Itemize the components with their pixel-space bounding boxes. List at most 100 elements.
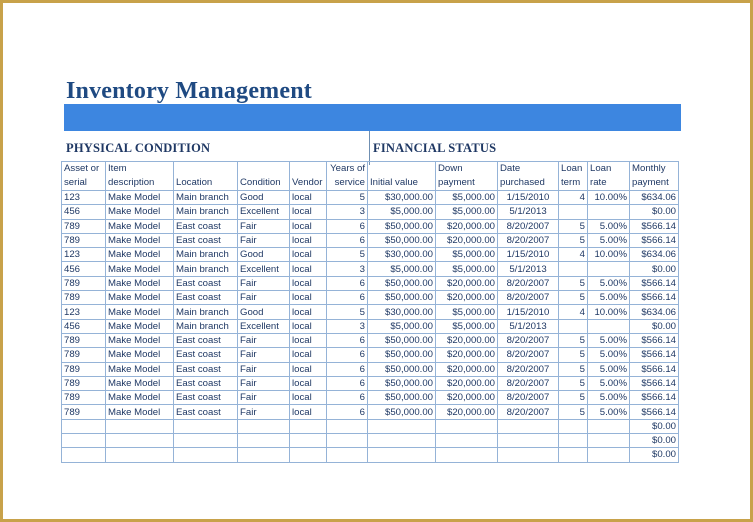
cell-vendor[interactable]: local <box>289 247 327 263</box>
cell-item-description[interactable]: Make Model <box>105 218 174 234</box>
cell-down-payment[interactable]: $20,000.00 <box>435 404 498 420</box>
cell-years-of-service[interactable] <box>326 447 368 463</box>
cell-loan-rate[interactable]: 5.00% <box>587 375 630 392</box>
cell-vendor[interactable]: local <box>289 275 327 292</box>
cell-years-of-service[interactable]: 6 <box>326 332 368 349</box>
cell-date-purchased[interactable]: 1/15/2010 <box>497 304 559 320</box>
cell-initial-value[interactable] <box>367 433 436 449</box>
cell-vendor[interactable]: local <box>289 332 327 349</box>
cell-loan-rate[interactable] <box>587 204 630 220</box>
cell-down-payment[interactable]: $20,000.00 <box>435 232 498 249</box>
cell-loan-term[interactable] <box>558 261 588 277</box>
cell-down-payment[interactable] <box>435 433 498 449</box>
cell-down-payment[interactable]: $20,000.00 <box>435 275 498 292</box>
cell-location[interactable]: East coast <box>173 347 238 363</box>
cell-years-of-service[interactable] <box>326 418 368 435</box>
cell-down-payment[interactable] <box>435 447 498 463</box>
cell-vendor[interactable] <box>289 433 327 449</box>
cell-monthly-payment[interactable]: $566.14 <box>629 232 679 249</box>
cell-date-purchased[interactable] <box>497 447 559 463</box>
cell-loan-rate[interactable]: 5.00% <box>587 404 630 420</box>
cell-loan-term[interactable]: 5 <box>558 347 588 363</box>
cell-item-description[interactable]: Make Model <box>105 361 174 377</box>
cell-asset-serial[interactable]: 789 <box>61 232 106 249</box>
cell-monthly-payment[interactable]: $634.06 <box>629 304 679 320</box>
cell-asset-serial[interactable]: 789 <box>61 375 106 392</box>
cell-date-purchased[interactable]: 8/20/2007 <box>497 361 559 377</box>
cell-item-description[interactable] <box>105 447 174 463</box>
cell-item-description[interactable]: Make Model <box>105 404 174 420</box>
cell-date-purchased[interactable] <box>497 418 559 435</box>
cell-location[interactable]: East coast <box>173 232 238 249</box>
cell-asset-serial[interactable]: 789 <box>61 347 106 363</box>
cell-monthly-payment[interactable]: $634.06 <box>629 189 679 206</box>
cell-condition[interactable]: Fair <box>237 404 290 420</box>
cell-item-description[interactable]: Make Model <box>105 347 174 363</box>
cell-years-of-service[interactable]: 6 <box>326 275 368 292</box>
cell-years-of-service[interactable]: 3 <box>326 204 368 220</box>
cell-condition[interactable] <box>237 418 290 435</box>
cell-down-payment[interactable]: $5,000.00 <box>435 189 498 206</box>
cell-item-description[interactable]: Make Model <box>105 375 174 392</box>
cell-years-of-service[interactable]: 6 <box>326 390 368 406</box>
cell-location[interactable] <box>173 433 238 449</box>
cell-initial-value[interactable]: $5,000.00 <box>367 261 436 277</box>
cell-location[interactable]: East coast <box>173 390 238 406</box>
cell-down-payment[interactable]: $20,000.00 <box>435 347 498 363</box>
cell-item-description[interactable]: Make Model <box>105 232 174 249</box>
cell-asset-serial[interactable] <box>61 447 106 463</box>
cell-years-of-service[interactable]: 6 <box>326 290 368 306</box>
cell-loan-rate[interactable]: 5.00% <box>587 390 630 406</box>
cell-initial-value[interactable]: $50,000.00 <box>367 375 436 392</box>
cell-date-purchased[interactable]: 1/15/2010 <box>497 247 559 263</box>
cell-location[interactable]: East coast <box>173 375 238 392</box>
cell-initial-value[interactable]: $30,000.00 <box>367 189 436 206</box>
cell-condition[interactable]: Excellent <box>237 318 290 334</box>
cell-condition[interactable]: Fair <box>237 390 290 406</box>
cell-initial-value[interactable]: $30,000.00 <box>367 304 436 320</box>
cell-initial-value[interactable] <box>367 447 436 463</box>
cell-monthly-payment[interactable]: $566.14 <box>629 361 679 377</box>
cell-monthly-payment[interactable]: $566.14 <box>629 290 679 306</box>
cell-loan-rate[interactable] <box>587 261 630 277</box>
cell-loan-term[interactable]: 5 <box>558 290 588 306</box>
cell-date-purchased[interactable]: 5/1/2013 <box>497 204 559 220</box>
cell-loan-term[interactable]: 5 <box>558 332 588 349</box>
cell-condition[interactable]: Good <box>237 189 290 206</box>
cell-item-description[interactable]: Make Model <box>105 261 174 277</box>
cell-location[interactable]: Main branch <box>173 304 238 320</box>
cell-monthly-payment[interactable]: $566.14 <box>629 404 679 420</box>
cell-vendor[interactable] <box>289 447 327 463</box>
cell-years-of-service[interactable]: 3 <box>326 318 368 334</box>
cell-years-of-service[interactable] <box>326 433 368 449</box>
cell-down-payment[interactable]: $5,000.00 <box>435 204 498 220</box>
cell-vendor[interactable]: local <box>289 218 327 234</box>
cell-vendor[interactable]: local <box>289 232 327 249</box>
cell-monthly-payment[interactable]: $566.14 <box>629 390 679 406</box>
cell-asset-serial[interactable] <box>61 418 106 435</box>
cell-asset-serial[interactable]: 123 <box>61 189 106 206</box>
cell-condition[interactable]: Fair <box>237 218 290 234</box>
cell-monthly-payment[interactable]: $634.06 <box>629 247 679 263</box>
cell-monthly-payment[interactable]: $566.14 <box>629 275 679 292</box>
cell-down-payment[interactable]: $5,000.00 <box>435 304 498 320</box>
cell-initial-value[interactable]: $5,000.00 <box>367 318 436 334</box>
cell-item-description[interactable]: Make Model <box>105 304 174 320</box>
cell-asset-serial[interactable]: 456 <box>61 204 106 220</box>
cell-date-purchased[interactable]: 8/20/2007 <box>497 347 559 363</box>
cell-loan-term[interactable]: 5 <box>558 275 588 292</box>
cell-vendor[interactable]: local <box>289 390 327 406</box>
cell-initial-value[interactable]: $50,000.00 <box>367 361 436 377</box>
cell-date-purchased[interactable]: 8/20/2007 <box>497 290 559 306</box>
cell-asset-serial[interactable]: 789 <box>61 361 106 377</box>
cell-item-description[interactable]: Make Model <box>105 275 174 292</box>
cell-down-payment[interactable]: $20,000.00 <box>435 290 498 306</box>
cell-down-payment[interactable] <box>435 418 498 435</box>
cell-down-payment[interactable]: $5,000.00 <box>435 318 498 334</box>
cell-asset-serial[interactable]: 456 <box>61 261 106 277</box>
cell-vendor[interactable]: local <box>289 304 327 320</box>
cell-loan-rate[interactable] <box>587 318 630 334</box>
cell-date-purchased[interactable] <box>497 433 559 449</box>
cell-date-purchased[interactable]: 5/1/2013 <box>497 261 559 277</box>
cell-location[interactable]: Main branch <box>173 204 238 220</box>
